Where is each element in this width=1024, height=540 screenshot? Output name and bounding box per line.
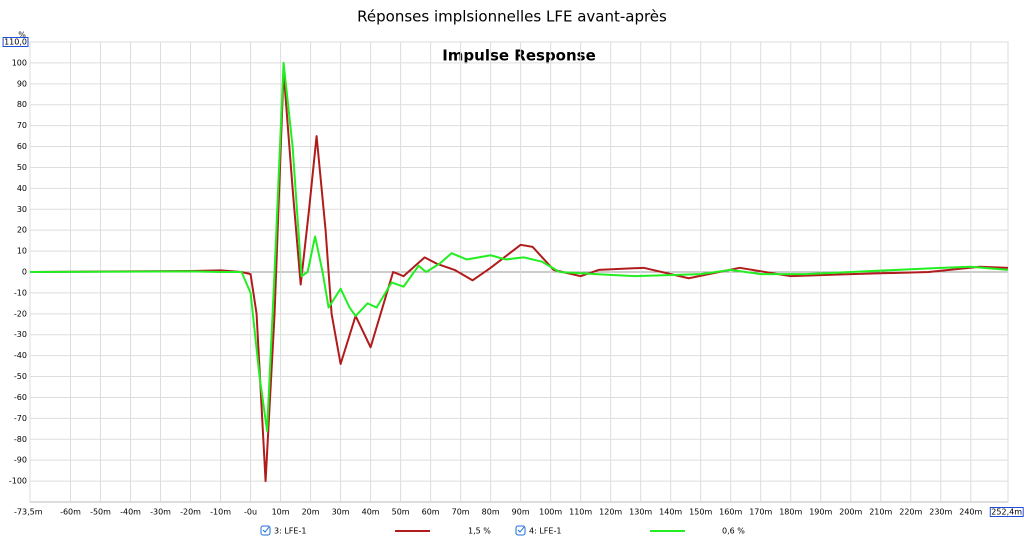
y-tick-label: 10 — [17, 247, 27, 256]
x-tick-label: 130m — [629, 508, 652, 517]
x-tick-label: -73,5m — [14, 508, 43, 517]
x-tick-label: 120m — [599, 508, 622, 517]
x-tick-label: 80m — [482, 508, 500, 517]
check-mark — [517, 526, 525, 533]
series-line — [29, 70, 1009, 483]
x-tick-label: 160m — [719, 508, 742, 517]
y-tick-label: 40 — [17, 184, 27, 193]
x-tick-label: -10m — [210, 508, 231, 517]
value-box — [989, 507, 1024, 517]
x-tick-label: -20m — [180, 508, 201, 517]
y-tick-label: -70 — [14, 414, 27, 423]
x-tick-label: 210m — [869, 508, 892, 517]
y-tick-label: -60 — [14, 393, 27, 402]
y-tick-label: -80 — [14, 435, 27, 444]
x-tick-label: 40m — [362, 508, 380, 517]
y-axis-label: % — [18, 31, 26, 40]
y-tick-label: 20 — [17, 226, 27, 235]
y-tick-label: -20 — [14, 309, 27, 318]
x-tick-label: 110m — [569, 508, 592, 517]
x-tick-label: 60m — [422, 508, 440, 517]
y-tick-label: 80 — [17, 100, 27, 109]
x-tick-label: -60m — [60, 508, 81, 517]
legend-label: 4: LFE-1 — [529, 527, 561, 536]
chart-subtitle: Impulse Response — [442, 47, 596, 65]
y-tick-label: 0 — [22, 268, 27, 277]
legend-label: 3: LFE-1 — [274, 527, 306, 536]
series-line — [29, 61, 1009, 432]
x-tick-label: 100m — [539, 508, 562, 517]
y-tick-label: 110,0 — [4, 38, 27, 47]
x-tick-label: 252,4m — [991, 508, 1022, 517]
x-tick-label: 230m — [929, 508, 952, 517]
x-tick-label: 170m — [749, 508, 772, 517]
y-tick-label: 30 — [17, 205, 27, 214]
y-tick-label: -50 — [14, 372, 27, 381]
x-tick-label: 190m — [809, 508, 832, 517]
x-tick-label: 150m — [689, 508, 712, 517]
y-tick-label: 60 — [17, 142, 27, 151]
y-tick-label: -40 — [14, 351, 27, 360]
y-tick-label: 100 — [12, 58, 27, 67]
x-tick-label: 70m — [452, 508, 470, 517]
y-tick-label: 90 — [17, 79, 27, 88]
check-mark — [262, 526, 270, 533]
x-tick-label: -0u — [244, 508, 257, 517]
x-tick-label: -50m — [90, 508, 111, 517]
x-tick-label: 20m — [302, 508, 320, 517]
x-tick-label: 30m — [332, 508, 350, 517]
x-tick-label: -40m — [120, 508, 141, 517]
legend — [260, 525, 526, 536]
x-tick-label: 10m — [272, 508, 290, 517]
legend-note: 0,6 % — [722, 527, 745, 536]
x-tick-label: 50m — [392, 508, 410, 517]
chart-title: Réponses implsionnelles LFE avant-après — [357, 8, 667, 26]
y-tick-label: -30 — [14, 330, 27, 339]
x-tick-label: 240m — [959, 508, 982, 517]
x-tick-label: 220m — [899, 508, 922, 517]
y-tick-label: 70 — [17, 121, 27, 130]
y-tick-label: 50 — [17, 163, 27, 172]
y-tick-label: -90 — [14, 456, 27, 465]
x-tick-label: -30m — [150, 508, 171, 517]
x-tick-label: 90m — [512, 508, 530, 517]
x-tick-label: 140m — [659, 508, 682, 517]
y-tick-label: -100 — [9, 477, 27, 486]
value-box — [2, 37, 29, 47]
x-tick-label: 180m — [779, 508, 802, 517]
legend-note: 1,5 % — [468, 527, 491, 536]
y-tick-label: -10 — [14, 288, 27, 297]
x-tick-label: 200m — [839, 508, 862, 517]
